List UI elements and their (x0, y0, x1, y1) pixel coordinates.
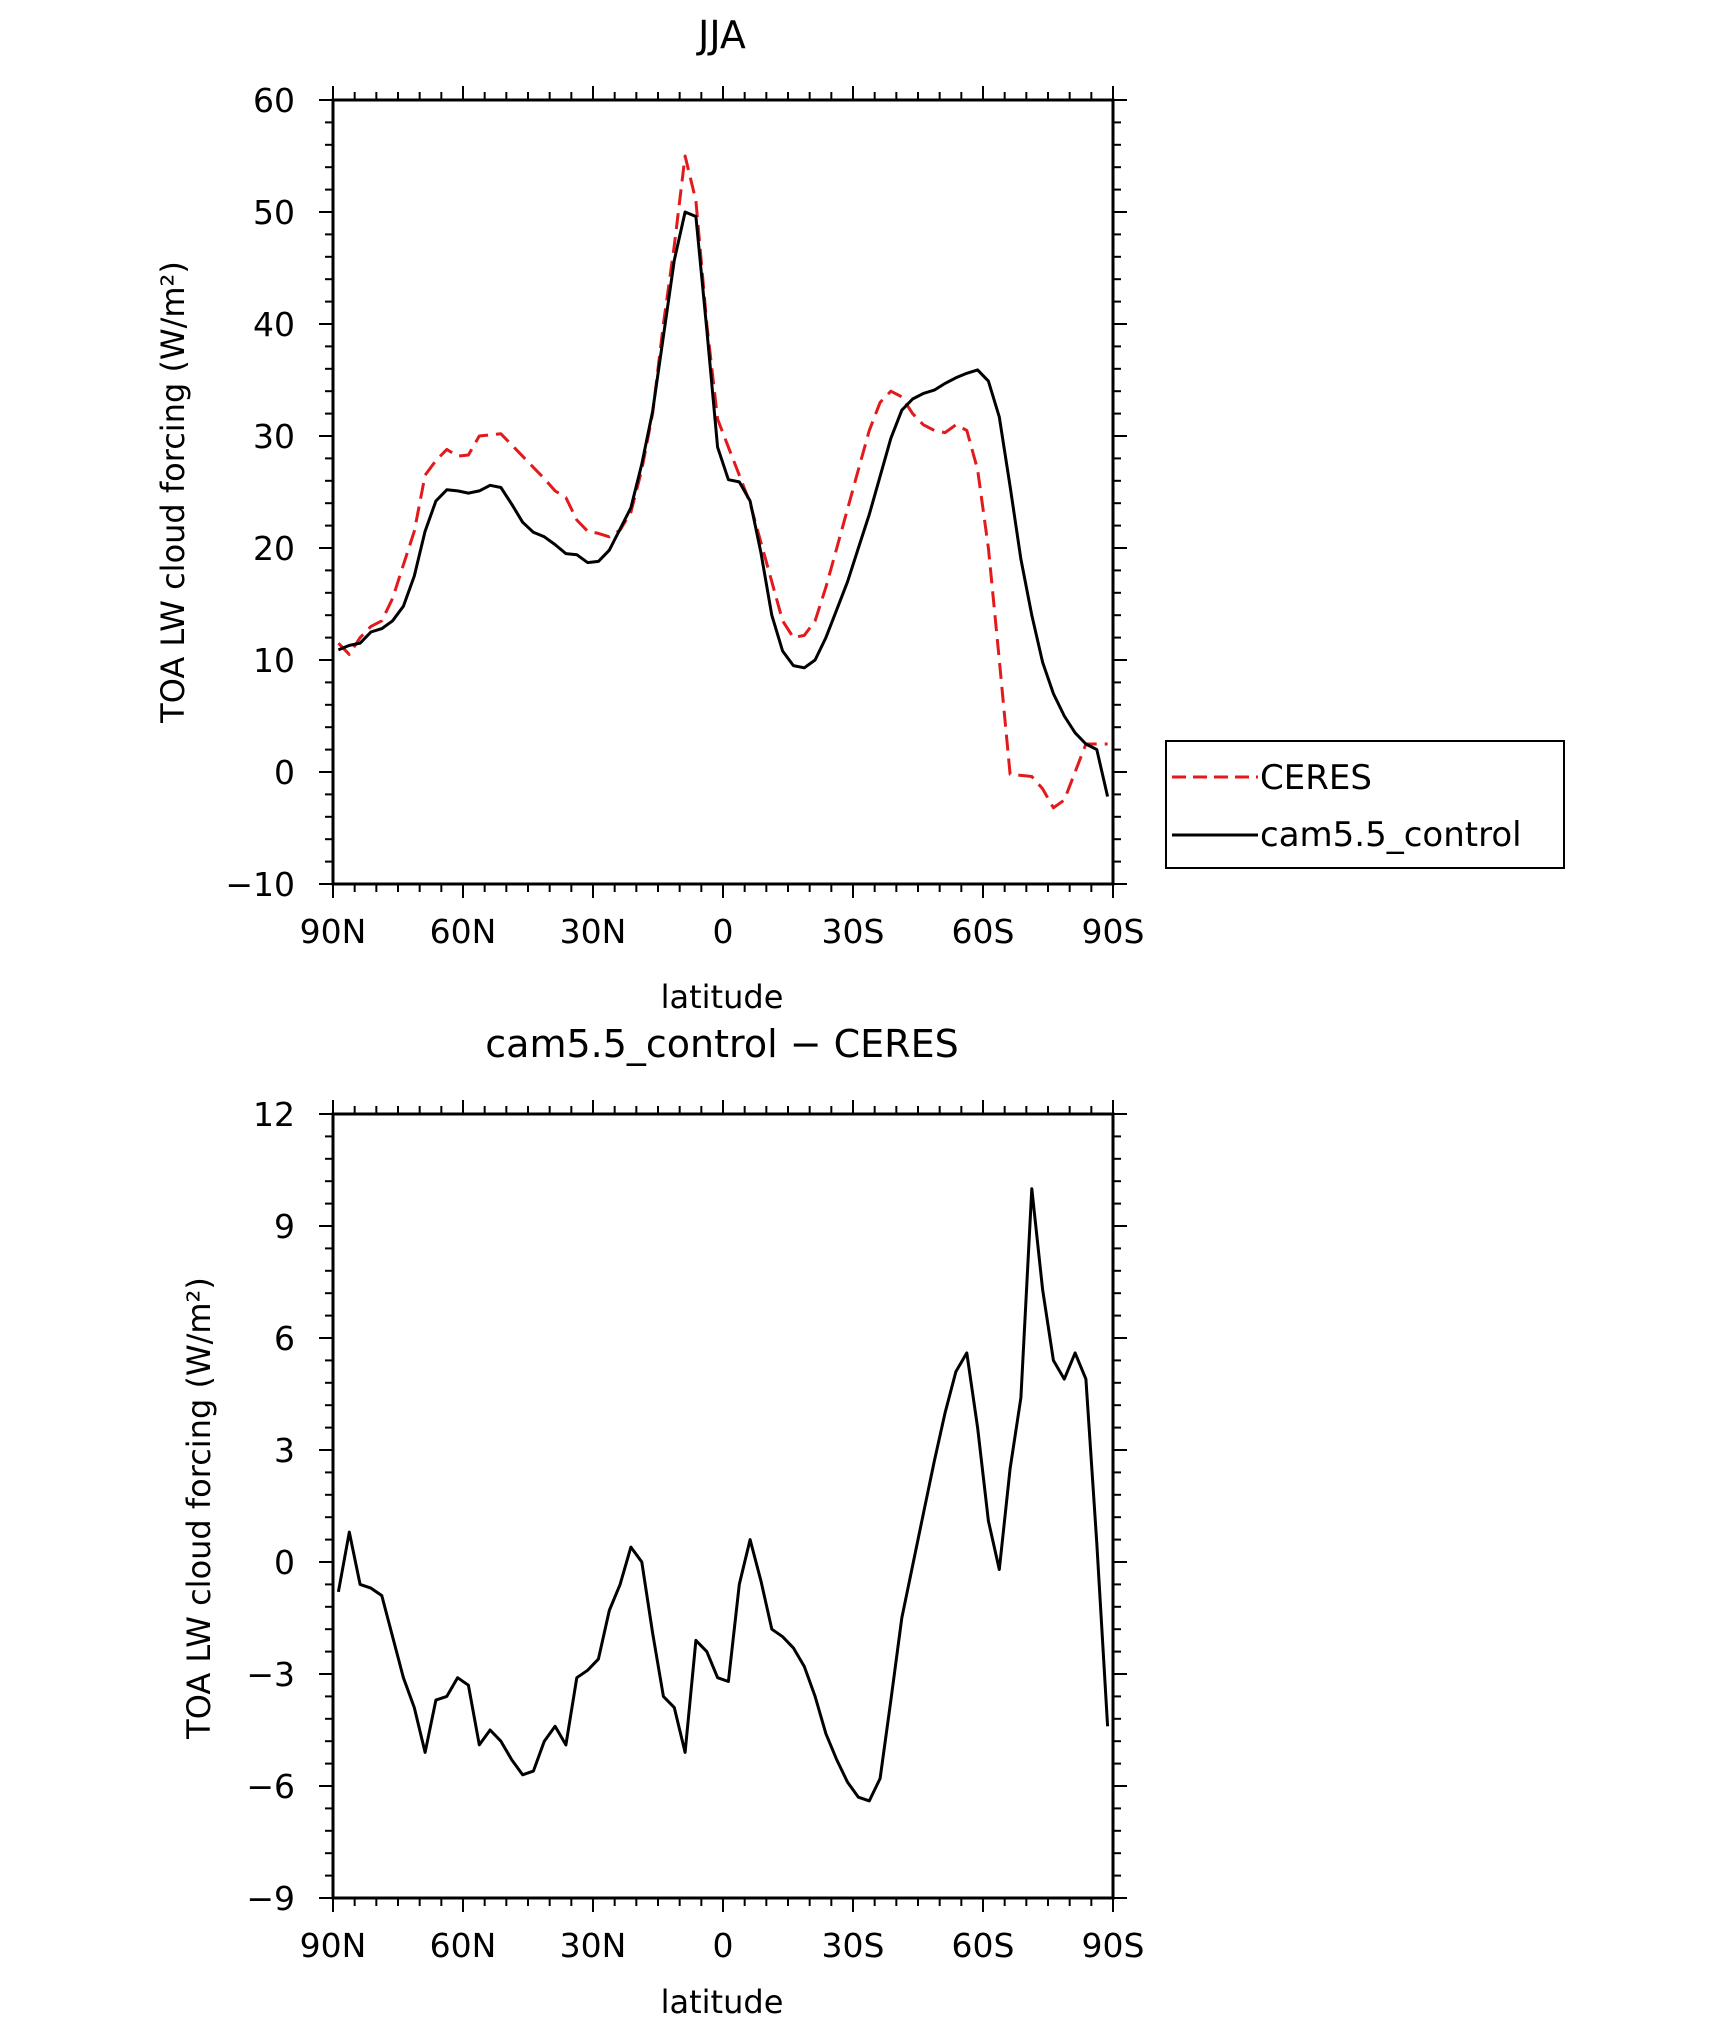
top-y-tick-label: 60 (253, 81, 295, 120)
bottom-y-tick-label: −3 (246, 1655, 295, 1694)
top-y-tick-label: 40 (253, 305, 295, 344)
bottom-series-line-difference (336, 1187, 1110, 1803)
top-y-tick-label: 0 (274, 753, 295, 792)
top-y-tick-label: 30 (253, 417, 295, 456)
bottom-x-tick-label: 0 (713, 1926, 734, 1965)
top-y-axis-label: TOA LW cloud forcing (W/m²) (154, 261, 192, 724)
bottom-panel: cam5.5_control − CERES 90N 60N 30N 0 30S 60S 9… (180, 1022, 1144, 2021)
bottom-y-tick-label: 0 (274, 1543, 295, 1582)
top-chart-title: JJA (696, 13, 746, 57)
top-x-tick-label: 30N (560, 912, 627, 951)
top-x-tick-label: 0 (713, 912, 734, 951)
bottom-chart-title: cam5.5_control − CERES (485, 1022, 958, 1066)
top-y-tick-label: 20 (253, 529, 295, 568)
top-series-line-ceres (337, 154, 1108, 810)
bottom-x-axis-label: latitude (661, 1983, 784, 2021)
bottom-x-tick-label: 60N (430, 1926, 497, 1965)
top-y-tick-label: −10 (225, 865, 295, 904)
top-series-line-cam5-5-control (337, 210, 1110, 797)
bottom-tick-labels: 90N 60N 30N 0 30S 60S 90S −9 −6 −3 0 3 6 9 12 (246, 1095, 1144, 1965)
bottom-x-tick-label: 30N (560, 1926, 627, 1965)
bottom-x-tick-label: 30S (822, 1926, 885, 1965)
bottom-y-tick-label: 6 (274, 1319, 295, 1358)
top-x-axis-label: latitude (661, 978, 784, 1016)
top-x-tick-label: 60S (952, 912, 1015, 951)
bottom-y-tick-label: 9 (274, 1207, 295, 1246)
bottom-series-group (336, 1187, 1110, 1803)
legend-box (1165, 740, 1565, 869)
top-y-tick-label: 50 (253, 193, 295, 232)
top-tick-labels: 90N 60N 30N 0 30S 60S 90S −10 0 10 20 30 40 50 60 (225, 81, 1144, 951)
bottom-x-tick-label: 60S (952, 1926, 1015, 1965)
top-y-tick-label: 10 (253, 641, 295, 680)
top-x-tick-label: 90S (1082, 912, 1145, 951)
legend: CERES cam5.5_control (1165, 740, 1565, 869)
top-x-tick-label: 90N (300, 912, 367, 951)
bottom-x-tick-label: 90S (1082, 1926, 1145, 1965)
top-x-tick-label: 30S (822, 912, 885, 951)
legend-label-ceres: CERES (1260, 758, 1372, 798)
bottom-y-tick-label: −6 (246, 1767, 295, 1806)
top-axis-ticks (319, 86, 1127, 898)
top-x-tick-label: 60N (430, 912, 497, 951)
bottom-y-tick-label: 3 (274, 1431, 295, 1470)
legend-label-cam: cam5.5_control (1260, 815, 1522, 855)
top-plot-frame (331, 98, 1115, 886)
bottom-y-tick-label: −9 (246, 1879, 295, 1918)
bottom-plot-frame (331, 1112, 1115, 1900)
bottom-x-tick-label: 90N (300, 1926, 367, 1965)
top-panel: JJA 90N 60N 30N 0 30S 60S 90S−100102030405060 … (154, 13, 1144, 1016)
top-series-group (337, 154, 1110, 810)
bottom-y-tick-label: 12 (253, 1095, 295, 1134)
bottom-y-axis-label: TOA LW cloud forcing (W/m²) (180, 1277, 218, 1740)
